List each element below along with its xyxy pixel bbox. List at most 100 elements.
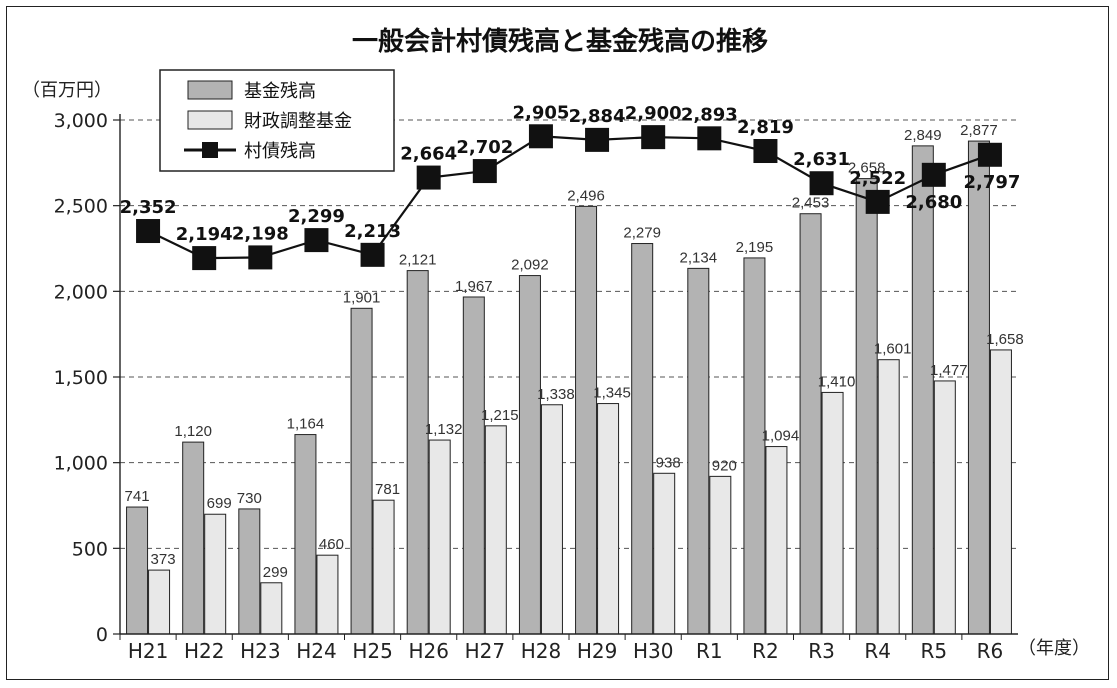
axes: 0 500 1,000 1,500 2,000 2,500 3,000 H21 H22 H23 H2… [54,110,1018,663]
bar-fund [406,270,429,635]
bar-fund [799,213,822,635]
bar-label-fiscal-adjustment-fund: 1,338 [537,386,575,403]
bar-label-fiscal-adjustment-fund: 460 [319,536,344,553]
debt-value-label: 2,631 [793,149,850,170]
debt-value-label: 2,664 [400,144,457,165]
bar-label-fiscal-adjustment-fund: 1,132 [425,421,463,438]
bar-label-fund: 2,877 [960,122,998,139]
x-tick-label: H30 [633,639,674,663]
bar-fund [294,434,317,635]
x-tick-label: H29 [577,639,618,663]
bar-label-fund: 2,658 [848,160,886,177]
bar-label-fiscal-adjustment-fund: 938 [656,454,681,471]
bar-label-fiscal-adjustment-fund: 1,410 [818,373,856,390]
bar-label-fiscal-adjustment-fund: 1,215 [481,407,519,424]
bar-label-fiscal-adjustment-fund: 373 [151,551,176,568]
debt-value-label: 2,797 [963,172,1020,193]
debt-marker [809,171,834,196]
bar-label-fiscal-adjustment-fund: 1,658 [986,331,1024,348]
legend-marker-debt [202,142,218,158]
debt-marker [753,139,778,164]
bar-fiscal-adjustment-fund [372,499,395,635]
x-tick-label: R1 [696,639,723,663]
bar-fund [687,267,710,635]
y-tick-label: 1,000 [54,453,108,475]
bar-label-fund: 741 [125,488,150,505]
debt-marker [248,245,273,270]
x-tick-label: H23 [240,639,281,663]
legend-label-fund: 基金残高 [244,81,316,102]
bar-fund [462,296,485,635]
bar-fiscal-adjustment-fund [540,404,563,635]
bar-fund [350,307,373,635]
x-tick-label: H21 [128,639,169,663]
bar-label-fund: 1,164 [287,416,325,433]
legend-swatch-fiscal-adjustment-fund [187,110,233,130]
debt-value-label: 2,194 [176,224,233,245]
bar-fiscal-adjustment-fund [316,554,339,635]
debt-marker [921,162,946,187]
debt-marker [472,159,497,184]
bar-label-fiscal-adjustment-fund: 1,601 [874,341,912,358]
y-tick-label: 2,500 [54,196,108,218]
debt-value-label: 2,680 [905,192,962,213]
bar-label-fund: 2,092 [511,257,549,274]
debt-marker [528,124,553,149]
x-tick-label: R6 [977,639,1004,663]
bar-label-fund: 2,279 [623,225,661,242]
bar-label-fund: 2,121 [399,252,437,269]
debt-value-label: 2,213 [344,221,401,242]
bar-fiscal-adjustment-fund [821,391,844,635]
debt-marker [192,246,217,271]
legend: 基金残高 財政調整基金 村債残高 [159,69,395,172]
bar-label-fiscal-adjustment-fund: 781 [375,481,400,498]
debt-line-path [147,135,991,260]
y-tick-label: 3,000 [54,110,108,132]
bar-label-fund: 1,967 [455,278,493,295]
debt-marker [977,142,1002,167]
y-axis-unit-label: （百万円） [22,80,112,101]
debt-marker [304,228,329,253]
debt-value-label: 2,893 [681,104,738,125]
x-tick-label: R4 [864,639,891,663]
bar-fiscal-adjustment-fund [653,472,676,635]
debt-marker [697,126,722,151]
debt-value-label: 2,352 [120,197,177,218]
bar-fund [911,145,934,635]
bar-label-fund: 2,849 [904,127,942,144]
x-tick-label: H22 [184,639,225,663]
bar-fund [855,178,878,635]
bar-fund [743,257,766,635]
bar-label-fiscal-adjustment-fund: 299 [263,564,288,581]
x-tick-label: R5 [921,639,948,663]
bar-fund [182,441,205,635]
bar-label-fiscal-adjustment-fund: 699 [207,495,232,512]
y-tick-label: 500 [72,538,108,560]
debt-value-label: 2,900 [625,103,682,124]
bar-fiscal-adjustment-fund [148,569,171,635]
bar-label-fiscal-adjustment-fund: 1,477 [930,362,968,379]
debt-value-label: 2,884 [569,106,626,127]
debt-marker [865,189,890,214]
x-tick-label: H24 [296,639,337,663]
bars: 741 373 1,120 699 730 299 1,164 460 1,901 781 2,12… [125,122,1024,635]
bar-fiscal-adjustment-fund [597,403,620,635]
bar-fiscal-adjustment-fund [877,359,900,635]
debt-value-label: 2,522 [849,168,906,189]
bar-label-fund: 2,453 [792,195,830,212]
bar-fiscal-adjustment-fund [709,475,732,635]
x-axis-unit-label: （年度） [1018,638,1090,659]
bar-fund [238,508,261,635]
bar-label-fund: 2,134 [680,249,718,266]
legend-label-fiscal-adjustment-fund: 財政調整基金 [244,111,352,132]
debt-value-label: 2,819 [737,117,794,138]
x-tick-label: H26 [408,639,449,663]
debt-value-label: 2,299 [288,206,345,227]
bar-label-fiscal-adjustment-fund: 1,094 [762,428,800,445]
bar-fiscal-adjustment-fund [428,439,451,635]
debt-value-label: 2,702 [456,137,513,158]
bar-fiscal-adjustment-fund [260,582,283,635]
bar-fund [575,205,598,635]
x-tick-label: H28 [521,639,562,663]
